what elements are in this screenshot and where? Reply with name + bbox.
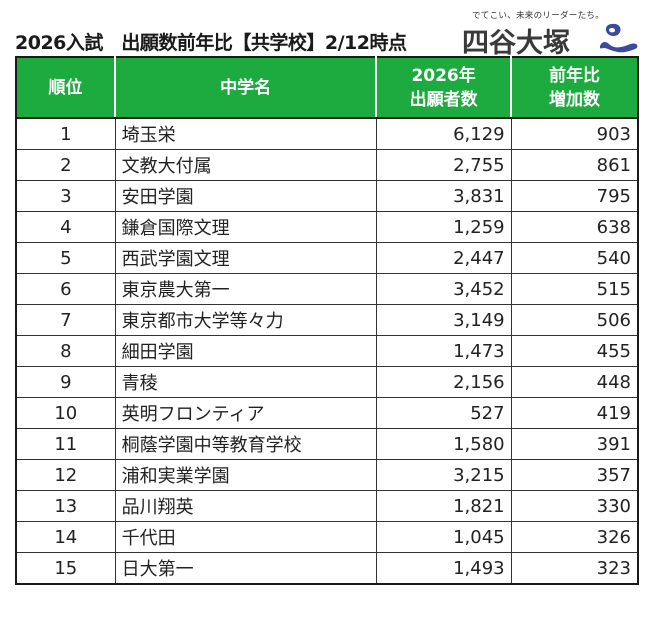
increase-cell: 638	[510, 211, 639, 243]
increase-cell: 455	[510, 335, 639, 367]
school-name-cell: 千代田	[114, 521, 377, 553]
applicants-cell: 3,831	[375, 180, 512, 212]
rank-cell: 14	[15, 521, 116, 553]
increase-cell: 540	[510, 242, 639, 274]
applicants-cell: 1,259	[375, 211, 512, 243]
increase-cell: 326	[510, 521, 639, 553]
rank-cell: 3	[15, 180, 116, 212]
increase-cell: 506	[510, 304, 639, 336]
brand-logo: でてこい、未来のリーダーたち。 四谷大塚	[462, 6, 652, 59]
table-row: 1 埼玉栄 6,129 903	[15, 117, 639, 150]
school-name-cell: 浦和実業学園	[114, 459, 377, 491]
increase-cell: 357	[510, 459, 639, 491]
increase-cell: 861	[510, 149, 639, 181]
increase-cell: 448	[510, 366, 639, 398]
table-row: 15 日大第一 1,493 323	[15, 552, 639, 585]
applicants-cell: 1,493	[375, 552, 512, 585]
applicants-cell: 3,452	[375, 273, 512, 305]
rank-cell: 7	[15, 304, 116, 336]
table-row: 9 青稜 2,156 448	[15, 366, 639, 398]
page-title: 2026入試 出願数前年比【共学校】2/12時点	[15, 32, 407, 54]
applicants-cell: 1,045	[375, 521, 512, 553]
increase-cell: 419	[510, 397, 639, 429]
yotsuya-otsuka-mark-icon	[600, 23, 638, 53]
table-row: 3 安田学園 3,831 795	[15, 180, 639, 212]
header-rank: 順位	[16, 57, 116, 119]
increase-cell: 330	[510, 490, 639, 522]
rank-cell: 6	[15, 273, 116, 305]
applicants-cell: 3,149	[375, 304, 512, 336]
applicants-cell: 2,447	[375, 242, 512, 274]
table-row: 13 品川翔英 1,821 330	[15, 490, 639, 522]
header-school-name: 中学名	[114, 57, 377, 119]
increase-cell: 391	[510, 428, 639, 460]
header-increase: 前年比 増加数	[510, 57, 638, 119]
rank-cell: 4	[15, 211, 116, 243]
table-row: 2 文教大付属 2,755 861	[15, 149, 639, 181]
applicants-cell: 1,580	[375, 428, 512, 460]
table-row: 12 浦和実業学園 3,215 357	[15, 459, 639, 491]
table-row: 11 桐蔭学園中等教育学校 1,580 391	[15, 428, 639, 460]
school-name-cell: 東京都市大学等々力	[114, 304, 377, 336]
rank-cell: 13	[15, 490, 116, 522]
table-row: 6 東京農大第一 3,452 515	[15, 273, 639, 305]
school-name-cell: 青稜	[114, 366, 377, 398]
school-name-cell: 埼玉栄	[114, 117, 377, 150]
table-header-row: 順位 中学名 2026年 出願者数 前年比 増加数	[16, 57, 638, 119]
applicants-cell: 2,156	[375, 366, 512, 398]
school-name-cell: 文教大付属	[114, 149, 377, 181]
brand-name: 四谷大塚	[462, 28, 570, 59]
table-row: 5 西武学園文理 2,447 540	[15, 242, 639, 274]
header-applicants: 2026年 出願者数	[375, 57, 512, 119]
rank-cell: 8	[15, 335, 116, 367]
rank-cell: 1	[15, 117, 116, 150]
rank-cell: 11	[15, 428, 116, 460]
table-row: 7 東京都市大学等々力 3,149 506	[15, 304, 639, 336]
school-name-cell: 安田学園	[114, 180, 377, 212]
applicants-cell: 3,215	[375, 459, 512, 491]
applicants-cell: 527	[375, 397, 512, 429]
rank-cell: 2	[15, 149, 116, 181]
applicants-cell: 6,129	[375, 117, 512, 150]
increase-cell: 795	[510, 180, 639, 212]
table-row: 8 細田学園 1,473 455	[15, 335, 639, 367]
applicants-cell: 1,473	[375, 335, 512, 367]
table-row: 10 英明フロンティア 527 419	[15, 397, 639, 429]
school-name-cell: 細田学園	[114, 335, 377, 367]
brand-tagline: でてこい、未来のリーダーたち。	[472, 11, 605, 21]
school-name-cell: 桐蔭学園中等教育学校	[114, 428, 377, 460]
increase-cell: 515	[510, 273, 639, 305]
applicants-cell: 2,755	[375, 149, 512, 181]
rank-cell: 5	[15, 242, 116, 274]
rank-cell: 9	[15, 366, 116, 398]
applicants-cell: 1,821	[375, 490, 512, 522]
rank-cell: 12	[15, 459, 116, 491]
table-row: 4 鎌倉国際文理 1,259 638	[15, 211, 639, 243]
rank-cell: 15	[15, 552, 116, 585]
school-name-cell: 日大第一	[114, 552, 377, 585]
increase-cell: 323	[510, 552, 639, 585]
table-row: 14 千代田 1,045 326	[15, 521, 639, 553]
school-name-cell: 英明フロンティア	[114, 397, 377, 429]
school-name-cell: 品川翔英	[114, 490, 377, 522]
school-name-cell: 西武学園文理	[114, 242, 377, 274]
rank-cell: 10	[15, 397, 116, 429]
increase-cell: 903	[510, 117, 639, 150]
ranking-table: 順位 中学名 2026年 出願者数 前年比 増加数 1 埼玉栄 6,129 90…	[15, 56, 639, 585]
school-name-cell: 東京農大第一	[114, 273, 377, 305]
school-name-cell: 鎌倉国際文理	[114, 211, 377, 243]
